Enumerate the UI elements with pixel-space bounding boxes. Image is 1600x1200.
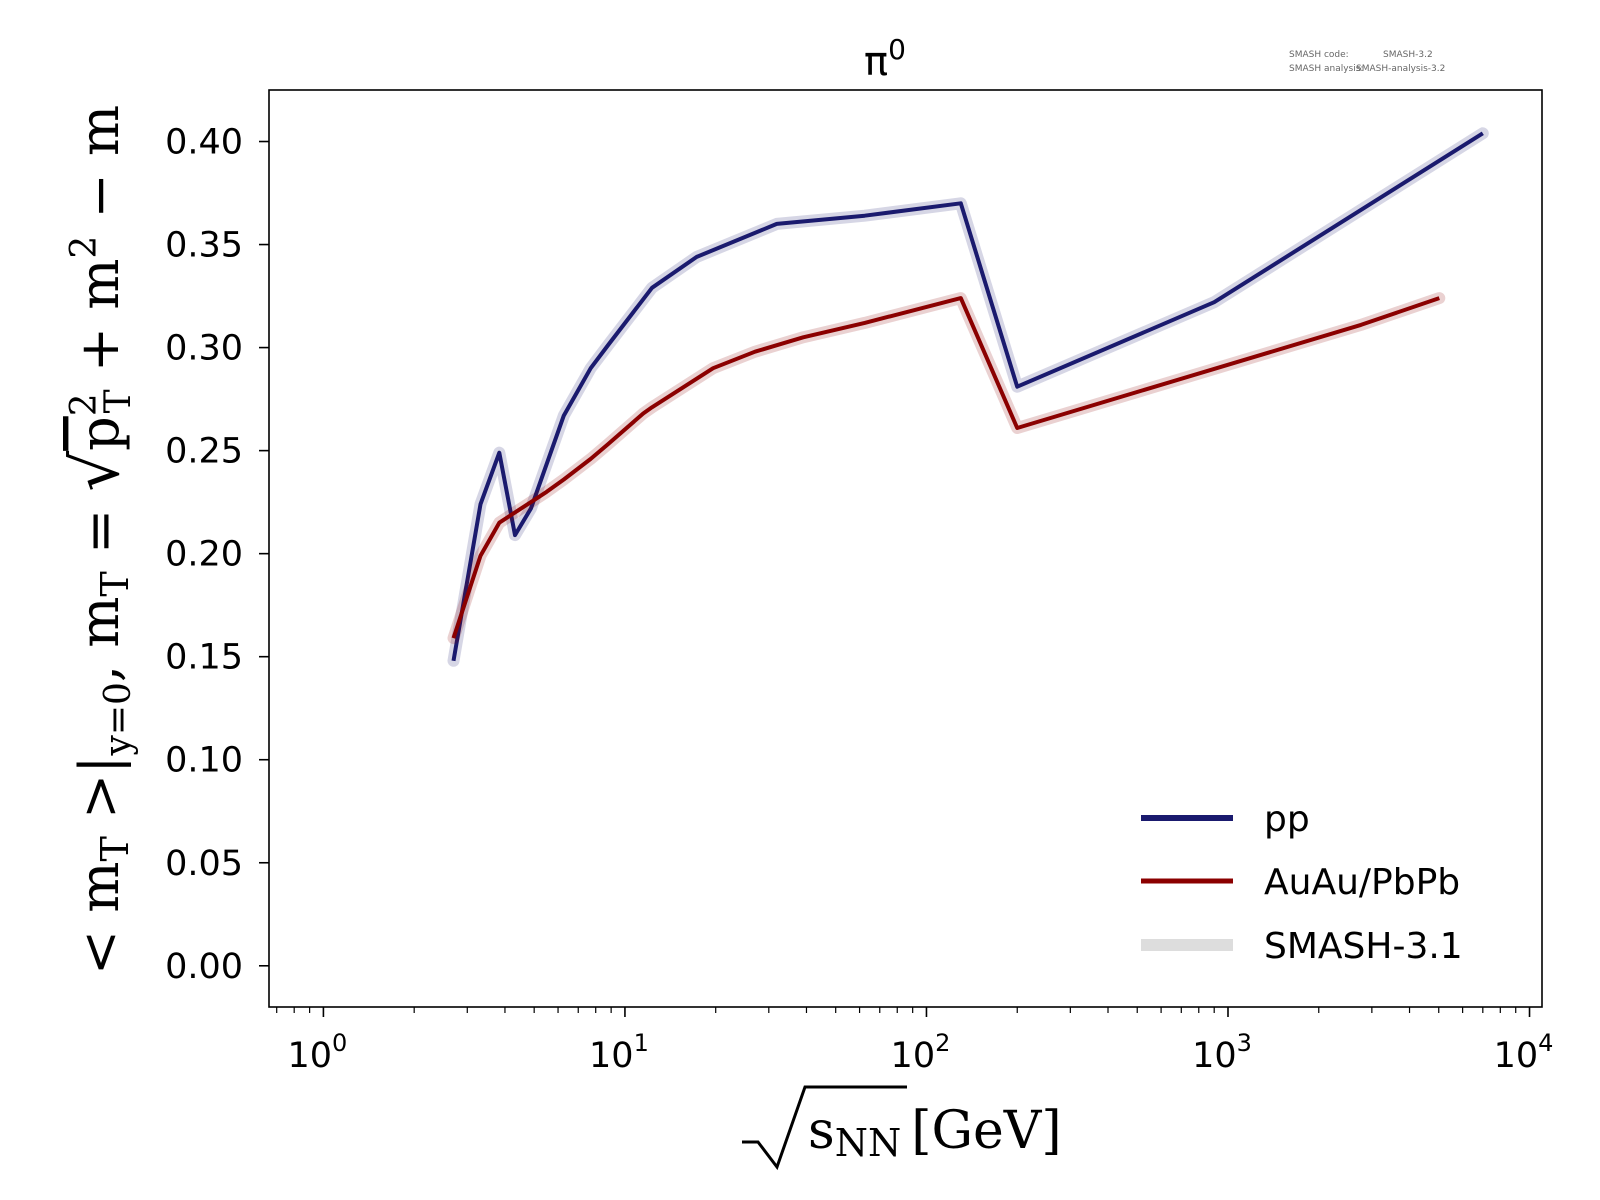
y-tick-label: 0.40	[165, 123, 243, 163]
svg-text:SMASH code:: SMASH code:	[1289, 50, 1349, 60]
x-axis-label: sNN [GeV]	[742, 1085, 1062, 1171]
y-tick-label: 0.20	[165, 535, 243, 575]
x-tick-label: 103	[1192, 1029, 1252, 1076]
legend: pp AuAu/PbPb SMASH-3.1	[1141, 799, 1463, 967]
y-tick-label: 0.30	[165, 329, 243, 369]
y-tick-label: 0.10	[165, 741, 243, 781]
legend-label-smash: SMASH-3.1	[1264, 926, 1463, 967]
y-tick-label: 0.15	[165, 638, 243, 678]
series-line-auau-pbpb	[451, 296, 1440, 639]
version-annotation: SMASH code: SMASH-3.2 SMASH analysis: SM…	[1289, 50, 1445, 74]
svg-text:SMASH-3.2: SMASH-3.2	[1383, 50, 1433, 60]
x-tick-label: 104	[1494, 1029, 1554, 1076]
y-tick-label: 0.05	[165, 844, 243, 884]
svg-text:< mT >|y=0, mT = √p2T + m2 − m: < mT >|y=0, mT = √p2T + m2 − m	[60, 105, 139, 975]
y-axis: 0.00 0.05 0.10 0.15 0.20 0.25 0.30 0.35 0.40	[165, 123, 269, 987]
y-tick-label: 0.25	[165, 432, 243, 472]
x-axis: 100 101 102 103 104	[276, 1007, 1554, 1076]
series-layer	[447, 127, 1489, 667]
plot-frame	[268, 89, 1543, 1008]
x-tick-label: 102	[891, 1029, 951, 1076]
legend-label-auau: AuAu/PbPb	[1264, 862, 1460, 903]
x-tick-label: 101	[589, 1029, 649, 1076]
svg-text:SMASH-analysis-3.2: SMASH-analysis-3.2	[1356, 64, 1445, 74]
svg-text:sNN[GeV]: sNN [GeV]	[808, 1101, 1062, 1165]
svg-text:SMASH analysis:: SMASH analysis:	[1289, 64, 1363, 74]
y-tick-label: 0.00	[165, 947, 243, 987]
y-tick-label: 0.35	[165, 226, 243, 266]
chart-title: π0	[864, 33, 906, 85]
series-band-pp	[447, 127, 1489, 667]
y-axis-label: < mT >|y=0, mT = √p2T + m2 − m	[60, 105, 139, 975]
series-line-pp	[451, 131, 1484, 662]
x-tick-label: 100	[287, 1029, 347, 1076]
legend-label-pp: pp	[1264, 799, 1310, 840]
